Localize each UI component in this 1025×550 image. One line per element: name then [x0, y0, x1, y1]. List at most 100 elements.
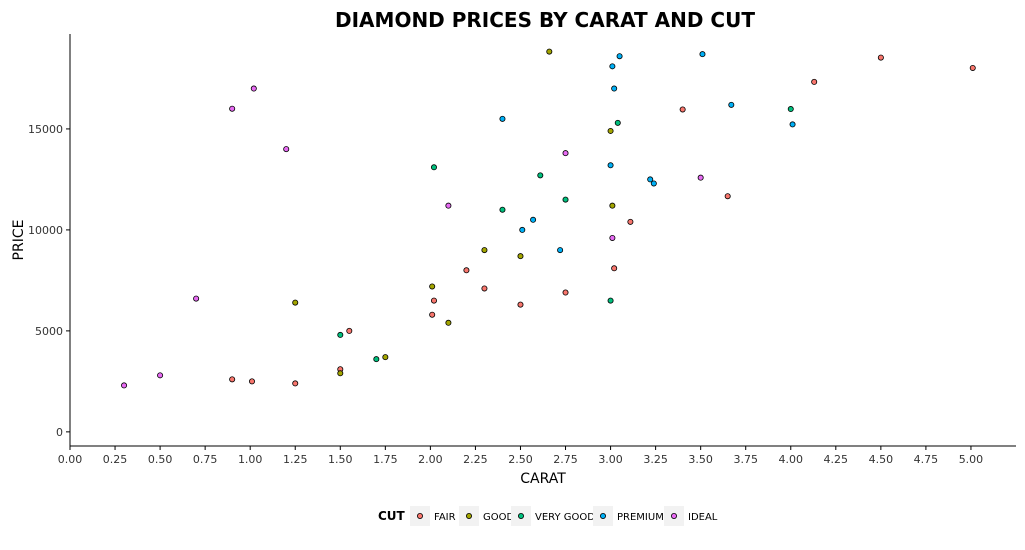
legend-item-premium: PREMIUM [593, 506, 664, 526]
legend-swatch [600, 513, 607, 520]
data-point [283, 146, 290, 153]
data-point [430, 164, 437, 171]
data-point [607, 127, 614, 134]
data-point [697, 174, 704, 181]
data-point [537, 172, 544, 179]
data-point [250, 85, 257, 92]
plot-area [121, 48, 976, 389]
data-point [679, 106, 686, 113]
data-point [611, 85, 618, 92]
data-point [877, 54, 884, 61]
x-tick-label: 1.25 [283, 453, 308, 466]
x-tick-label: 2.75 [553, 453, 578, 466]
data-point [499, 206, 506, 213]
data-point [562, 289, 569, 296]
x-tick-label: 0.00 [58, 453, 83, 466]
data-point [616, 53, 623, 60]
data-point [430, 297, 437, 304]
x-tick-label: 3.50 [688, 453, 713, 466]
x-tick-label: 2.25 [463, 453, 488, 466]
data-point [650, 180, 657, 187]
data-point [562, 150, 569, 157]
legend: CUT FAIR GOOD VERY GOOD PREMIUM IDEAL [378, 506, 718, 526]
x-tick-label: 4.00 [779, 453, 804, 466]
legend-item-ideal: IDEAL [664, 506, 718, 526]
legend-title: CUT [378, 509, 406, 523]
data-point [728, 101, 735, 108]
data-point [463, 267, 470, 274]
x-tick-label: 5.00 [959, 453, 984, 466]
data-point [724, 193, 731, 200]
data-point [627, 218, 634, 225]
data-point [609, 234, 616, 241]
data-point [562, 196, 569, 203]
x-tick-label: 0.50 [148, 453, 173, 466]
data-point [609, 202, 616, 209]
legend-label: FAIR [434, 512, 456, 523]
x-tick-label: 4.25 [824, 453, 849, 466]
x-tick-label: 2.50 [508, 453, 533, 466]
x-axis: 0.00 0.25 0.50 0.75 1.00 1.25 1.50 1.75 2.00 2.25… [58, 445, 1016, 466]
x-tick-label: 3.00 [598, 453, 623, 466]
data-point [811, 78, 818, 85]
data-point [607, 297, 614, 304]
data-point [248, 378, 255, 385]
data-point [787, 106, 794, 113]
data-point [614, 119, 621, 126]
legend-swatch [518, 513, 525, 520]
x-tick-label: 2.00 [418, 453, 443, 466]
x-tick-label: 1.75 [373, 453, 398, 466]
data-point [517, 301, 524, 308]
data-point [429, 311, 436, 318]
series-good [292, 48, 616, 377]
legend-label: GOOD [483, 512, 514, 523]
y-axis-title: PRICE [11, 220, 27, 261]
data-point [530, 216, 537, 223]
chart-title: DIAMOND PRICES BY CARAT AND CUT [335, 8, 755, 32]
data-point [346, 327, 353, 334]
y-tick-label: 0 [56, 426, 63, 439]
x-axis-title: CARAT [520, 471, 566, 487]
y-tick-label: 5000 [35, 325, 63, 338]
data-point [481, 285, 488, 292]
series-ideal [121, 85, 704, 389]
y-tick-label: 10000 [28, 224, 63, 237]
y-tick-label: 15000 [28, 123, 63, 136]
data-point [429, 283, 436, 290]
data-point [611, 265, 618, 272]
data-point [337, 370, 344, 377]
x-tick-label: 4.50 [869, 453, 894, 466]
x-tick-label: 4.75 [914, 453, 939, 466]
y-axis: 0 5000 10000 15000 [28, 34, 71, 446]
data-point [519, 226, 526, 233]
data-point [157, 372, 164, 379]
legend-swatch [465, 513, 472, 520]
data-point [517, 253, 524, 260]
x-tick-label: 1.00 [238, 453, 263, 466]
legend-label: PREMIUM [617, 512, 664, 523]
x-tick-label: 1.50 [328, 453, 353, 466]
legend-label: VERY GOOD [535, 512, 595, 523]
series-fair [229, 54, 976, 387]
x-tick-label: 3.75 [733, 453, 758, 466]
x-tick-label: 0.75 [193, 453, 218, 466]
data-point [481, 247, 488, 254]
data-point [292, 299, 299, 306]
data-point [969, 64, 976, 71]
legend-label: IDEAL [688, 512, 718, 523]
data-point [193, 295, 200, 302]
data-point [229, 105, 236, 112]
data-point [789, 121, 796, 128]
data-point [121, 382, 128, 389]
data-point [699, 51, 706, 58]
series-very-good [337, 106, 794, 363]
data-point [445, 319, 452, 326]
x-tick-label: 3.25 [643, 453, 668, 466]
data-point [382, 354, 389, 361]
series-premium [499, 51, 796, 254]
data-point [557, 247, 564, 254]
data-point [337, 331, 344, 338]
data-point [445, 202, 452, 209]
